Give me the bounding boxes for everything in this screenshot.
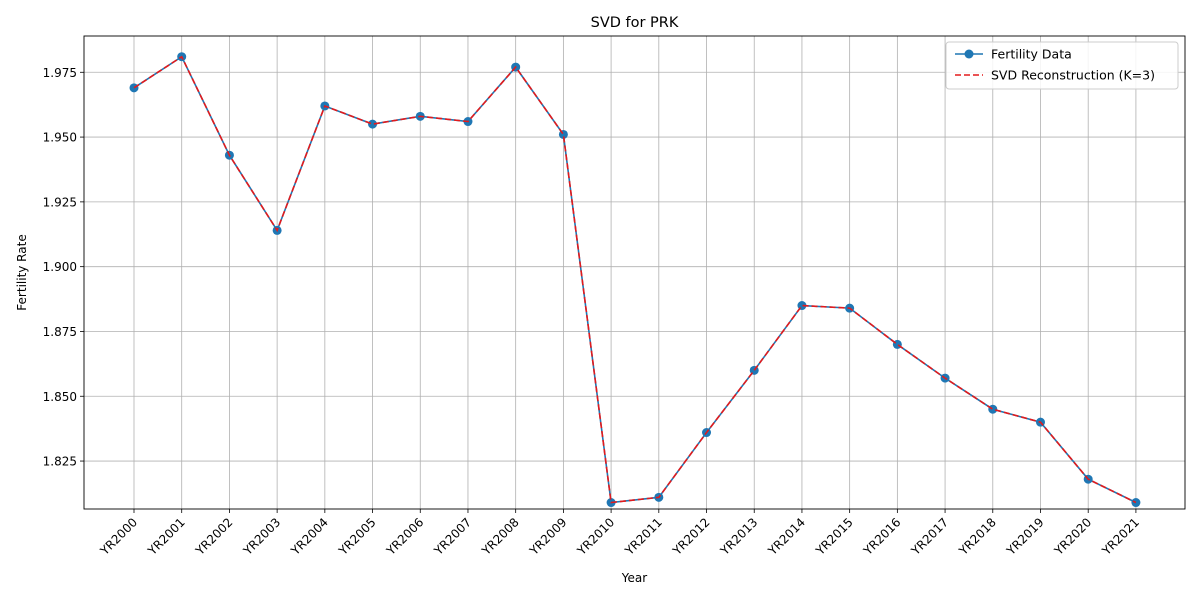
chart-title: SVD for PRK: [591, 15, 679, 31]
plot-frame: [83, 35, 1186, 510]
y-tick-label: 1.975: [43, 66, 77, 80]
y-tick-label: 1.875: [43, 325, 77, 339]
y-axis-ticks: 1.825 1.850 1.875 1.900 1.925 1.950 1.975: [43, 66, 84, 469]
data-point-fertility-data: [368, 119, 378, 129]
y-tick-label: 1.900: [43, 260, 77, 274]
legend-label-fertility-data: Fertility Data: [991, 47, 1072, 62]
series-line-svd-reconstruction: [133, 55, 1137, 504]
series-lines: [129, 52, 1141, 508]
data-point-fertility-data: [988, 404, 998, 414]
y-tick-label: 1.925: [43, 195, 77, 209]
y-tick-label: 1.825: [43, 455, 77, 469]
legend-marker-fertility-data: [964, 49, 974, 59]
legend: Fertility Data SVD Reconstruction (K=3): [945, 41, 1179, 90]
legend-box: [945, 41, 1179, 90]
legend-label-svd-reconstruction: SVD Reconstruction (K=3): [991, 68, 1155, 83]
y-tick-label: 1.950: [43, 131, 77, 145]
y-axis-title: Fertility Rate: [15, 234, 29, 310]
x-axis-title: Year: [621, 571, 647, 585]
y-tick-label: 1.850: [43, 390, 77, 404]
